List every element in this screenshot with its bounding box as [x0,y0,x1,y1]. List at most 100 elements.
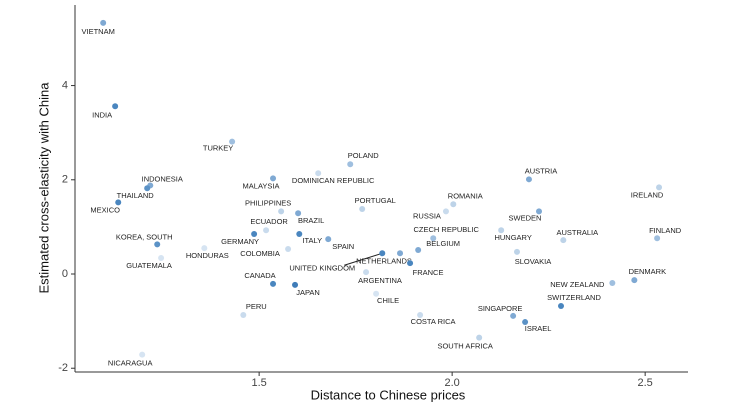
point [139,351,146,358]
point-label: PERU [246,302,267,311]
point [240,311,247,318]
point [407,260,414,267]
point-label: IRELAND [631,190,664,199]
point-label: MEXICO [90,205,120,214]
point [498,227,505,234]
x-axis-title: Distance to Chinese prices [311,387,466,402]
point-label: CANADA [244,271,275,280]
point-label: ROMANIA [448,191,483,200]
point-label: AUSTRIA [525,166,558,175]
point-label: TURKEY [203,144,233,153]
point-label: GUATEMALA [126,261,172,270]
y-tick-label: 4 [62,79,68,91]
point [263,227,270,234]
point-label: SINGAPORE [478,304,523,313]
point-label: MALAYSIA [243,181,280,190]
point-label: CZECH REPUBLIC [414,225,480,234]
point [525,176,532,183]
point-label: SLOVAKIA [515,257,552,266]
point [285,246,292,253]
point-label: NICARAGUA [108,359,153,368]
point [347,161,354,168]
y-tick-label: -2 [58,362,68,374]
point [656,184,663,191]
point [560,237,567,244]
point-label: COLOMBIA [240,249,280,258]
point [609,279,616,286]
point [325,236,332,243]
point [144,185,151,192]
point [510,312,517,319]
point [654,235,661,242]
point-label: HONDURAS [186,251,229,260]
point [415,246,422,253]
point-label: THAILAND [117,191,155,200]
point [513,248,520,255]
point [397,250,404,257]
point [417,311,424,318]
point-label: BELGIUM [426,239,460,248]
y-tick-label: 0 [62,268,68,280]
point-label: UNITED KINGDOM [289,263,355,272]
point [251,230,258,237]
point-label: NETHERLANDS [356,256,412,265]
point [373,290,380,297]
point [296,230,303,237]
y-tick-label: 2 [62,174,68,186]
point [450,201,457,208]
x-tick-label: 1.5 [251,377,266,389]
point [379,250,386,257]
point-label: BRAZIL [298,216,324,225]
point [359,205,366,212]
point [363,269,370,276]
point-label: FRANCE [413,268,444,277]
point-label: KOREA, SOUTH [116,232,173,241]
point-label: AUSTRALIA [556,228,598,237]
point-label: ITALY [302,236,322,245]
point [315,170,322,177]
point [115,199,122,206]
point-label: NEW ZEALAND [550,280,605,289]
point [522,319,529,326]
point-label: DENMARK [629,267,667,276]
point [295,210,302,217]
point [442,208,449,215]
point-label: VIETNAM [82,27,115,36]
point-label: PORTUGAL [355,196,396,205]
point-label: POLAND [348,151,379,160]
leader-line [344,252,383,266]
point [201,245,208,252]
point-label: JAPAN [296,288,320,297]
point [158,254,165,261]
point-label: INDIA [92,110,112,119]
point-label: COSTA RICA [411,317,456,326]
point [154,241,161,248]
point [292,281,299,288]
point [557,303,564,310]
point [476,334,483,341]
point-label: DOMINICAN REPUBLIC [292,176,375,185]
point [278,208,285,215]
point-label: PHILIPPINES [245,198,291,207]
point [100,19,107,26]
point-label: ISRAEL [525,324,552,333]
point-label: CHILE [377,296,399,305]
point-label: SOUTH AFRICA [437,342,492,351]
point [535,208,542,215]
point-label: ARGENTINA [358,276,402,285]
x-tick-label: 2.0 [444,377,459,389]
point [270,280,277,287]
point-label: ECUADOR [250,217,288,226]
point [270,175,277,182]
point [631,277,638,284]
point-label: FINLAND [649,226,682,235]
point [229,138,236,145]
y-axis-title: Estimated cross-elasticity with China [36,82,51,294]
point-label: SWITZERLAND [547,293,601,302]
x-tick-label: 2.5 [638,377,653,389]
point-label: HUNGARY [494,233,531,242]
point-label: SPAIN [332,242,354,251]
point [112,103,119,110]
point-label: RUSSIA [413,211,441,220]
